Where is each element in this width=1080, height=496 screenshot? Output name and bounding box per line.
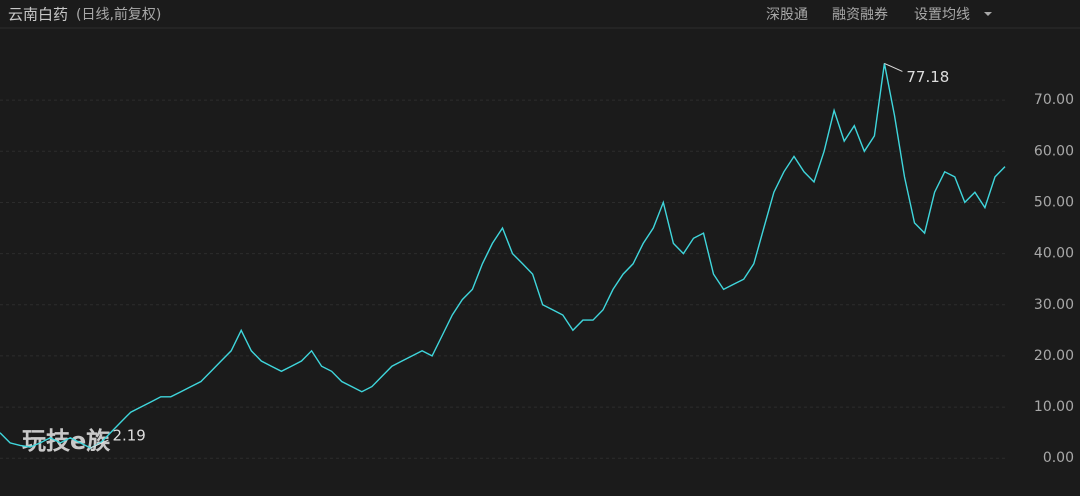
y-tick-label: 0.00 xyxy=(1043,450,1074,466)
y-tick-label: 60.00 xyxy=(1034,143,1074,159)
toolbar-button[interactable]: 融资融券 xyxy=(832,7,888,23)
annotation-arrow xyxy=(90,439,109,449)
y-tick-label: 10.00 xyxy=(1034,399,1074,415)
chart-subtitle: (日线,前复权) xyxy=(76,6,161,23)
price-line xyxy=(0,63,1006,449)
y-tick-label: 50.00 xyxy=(1034,194,1074,210)
toolbar-button[interactable]: 设置均线 xyxy=(914,7,970,23)
annotation-arrow xyxy=(884,62,903,72)
annotation-label: 77.18 xyxy=(906,68,949,86)
y-tick-label: 30.00 xyxy=(1034,297,1074,313)
dropdown-arrow[interactable] xyxy=(984,12,992,16)
toolbar-button[interactable]: 深股通 xyxy=(766,7,808,23)
y-tick-label: 40.00 xyxy=(1034,246,1074,262)
y-tick-label: 70.00 xyxy=(1034,92,1074,108)
watermark: 玩技e族 xyxy=(22,427,111,455)
annotation-label: 2.19 xyxy=(112,427,145,445)
y-tick-label: 20.00 xyxy=(1034,348,1074,364)
chart-title: 云南白药 xyxy=(8,6,68,24)
